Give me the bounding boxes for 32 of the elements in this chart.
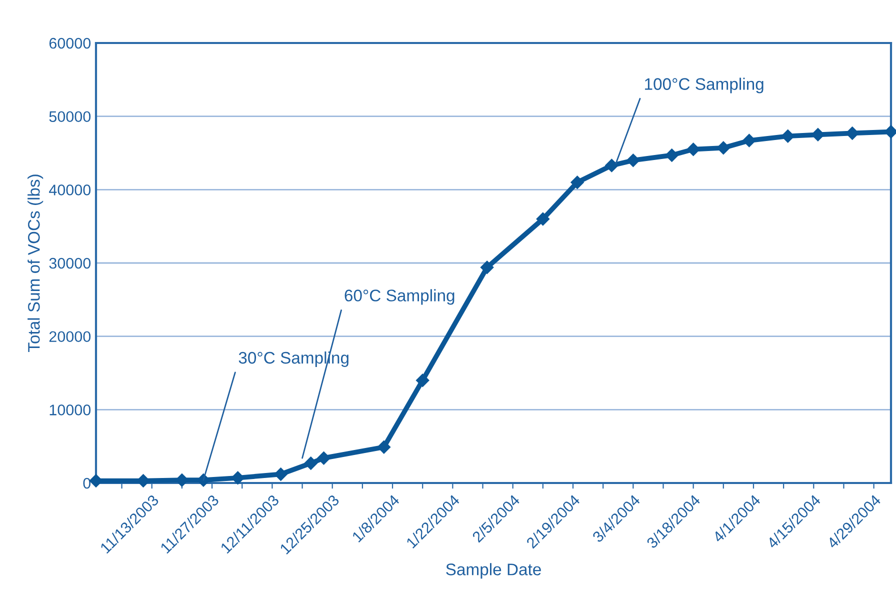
point [665, 148, 678, 162]
y-tick-label: 10000 [50, 404, 91, 416]
point [811, 128, 825, 142]
point [136, 474, 150, 488]
y-tick-label: 20000 [49, 331, 91, 342]
annotation: 60°C Sampling [344, 289, 454, 305]
y-tick-label: 50000 [49, 111, 91, 122]
point [626, 154, 640, 167]
point [377, 440, 391, 454]
point [686, 142, 700, 156]
point [274, 468, 288, 481]
point [536, 212, 550, 226]
point [605, 158, 618, 172]
y-tick-label: 0 [83, 478, 91, 489]
point [884, 125, 896, 138]
point [742, 134, 756, 148]
y-tick-label: 40000 [49, 184, 91, 196]
annotation: 100°C Sampling [645, 78, 764, 94]
point [781, 130, 794, 143]
x-axis-title: Sample Date [446, 563, 541, 579]
y-tick-label: 30000 [49, 258, 91, 269]
point [846, 126, 859, 140]
point [480, 260, 494, 274]
point [317, 451, 330, 465]
y-tick-label: 60000 [49, 38, 91, 49]
point [570, 176, 584, 189]
point [196, 473, 210, 487]
point [716, 141, 730, 154]
point [304, 456, 318, 470]
y-axis-title: Total Sum of VOCs (lbs) [28, 174, 44, 352]
point [231, 471, 244, 484]
point [416, 374, 430, 387]
